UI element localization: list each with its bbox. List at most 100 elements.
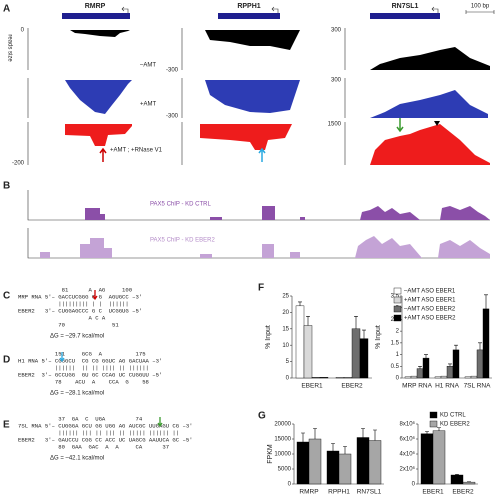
error-bar — [361, 428, 365, 438]
legend-swatch — [429, 420, 438, 428]
bar — [338, 453, 352, 485]
error-bar — [478, 342, 482, 350]
legend-swatch — [393, 296, 402, 304]
y-tick-label: 1.5 — [391, 340, 400, 346]
duplex-line: MRP RNA 5'– GACCUCGGG C G AGUGCC –3' — [18, 293, 142, 300]
bar — [482, 308, 490, 379]
legend-label: KD CTRL — [440, 413, 466, 419]
legend-swatch — [429, 411, 438, 419]
chip-label: PAX5 ChIP - KD EBER2 — [150, 238, 215, 244]
bar — [416, 368, 424, 379]
legend-label: +AMT ASO EBER2 — [404, 316, 456, 322]
y-tick-label: 0 — [288, 482, 292, 488]
bar — [476, 349, 484, 379]
y-tick-label: 1 — [396, 352, 400, 358]
y-axis-title: % Input — [375, 325, 382, 349]
duplex-line: EBER2 3'– CUGGAGCCC G C UCGGUG –5' — [18, 307, 142, 314]
y-tick-label: 15 — [282, 326, 289, 332]
y-tick-label: 0 — [396, 376, 400, 382]
error-bar — [362, 329, 366, 339]
track-tick: -200 — [12, 161, 25, 167]
bar — [432, 430, 446, 485]
chip-track — [40, 236, 490, 258]
bar — [420, 433, 434, 485]
y-tick-label: 4x10⁶ — [400, 451, 416, 458]
error-bar — [418, 365, 422, 369]
error-bar — [448, 363, 452, 367]
y-tick-label: 0.5 — [391, 364, 400, 370]
axis-title: reads size — [6, 34, 12, 62]
duplex-line: 7SL RNA 5'– CUGGGA GCU GG UGG AG AUCGC U… — [18, 422, 193, 429]
condition-label: –AMT — [140, 63, 156, 69]
delta-g: ΔG = –29.7 kcal/mol — [50, 334, 104, 340]
error-bar — [301, 432, 305, 442]
bar — [295, 305, 305, 379]
gene-label: RMRP — [85, 3, 106, 10]
bar — [434, 376, 442, 379]
bar — [311, 377, 321, 379]
bar — [343, 377, 353, 379]
x-tick-label: RMRP — [299, 489, 318, 496]
legend-label: KD EBER2 — [440, 422, 470, 428]
chip-axes — [27, 190, 490, 259]
gene-label: RPPH1 — [237, 3, 260, 10]
error-bar — [424, 354, 428, 359]
error-bar — [437, 427, 441, 431]
duplex-line: ||||||||| | | |||||| — [18, 300, 129, 307]
panel-label: E — [3, 420, 10, 431]
y-tick-label: 10000 — [274, 452, 291, 458]
error-bar — [455, 473, 459, 475]
error-bar — [373, 429, 377, 441]
error-bar — [354, 316, 358, 329]
y-axis-title: FPKM — [267, 444, 274, 464]
duplex-line: |||||| || || |||| || |||||| — [18, 364, 149, 371]
y-tick-label: 0 — [286, 376, 290, 382]
annotation-arrows — [99, 118, 440, 162]
panel-label: F — [258, 283, 264, 294]
legend-swatch — [393, 287, 402, 295]
y-tick-label: 2 — [396, 329, 400, 335]
bar — [308, 438, 322, 485]
legend-swatch — [393, 314, 402, 322]
duplex-line: 37 GA C UGA 74 — [18, 415, 143, 422]
bar — [351, 328, 361, 379]
bar — [356, 437, 370, 485]
delta-g: ΔG = –42.1 kcal/mol — [50, 456, 104, 462]
bar — [462, 481, 476, 485]
chip-label: PAX5 ChIP - KD CTRL — [150, 202, 211, 208]
track-tick: -300 — [166, 114, 179, 120]
bar — [335, 377, 345, 379]
duplex-line: |||||| ||| || ||| || ||||| |||||| || — [18, 429, 179, 436]
bar — [303, 325, 313, 379]
condition-label: +AMT — [140, 102, 157, 108]
coverage-tracks — [65, 30, 490, 165]
y-tick-label: 3.5 — [391, 294, 400, 300]
error-bar — [331, 443, 335, 451]
track-tick: 300 — [331, 78, 342, 84]
y-tick-label: 20 — [282, 310, 289, 316]
bar — [359, 338, 369, 379]
x-tick-label: MRP RNA — [402, 383, 433, 390]
y-tick-label: 10 — [282, 343, 289, 349]
gene-arrows — [121, 6, 439, 13]
bar — [470, 375, 478, 379]
legend-label: +AMT ASO EBER1 — [404, 298, 456, 304]
duplex-arrows — [59, 290, 163, 428]
duplex-line: H1 RNA 5'– CGGGCU CG CG GGUC AG GACUAA –… — [18, 357, 162, 364]
panel-label: B — [3, 181, 10, 192]
bar — [446, 366, 454, 379]
panel-label: A — [3, 4, 10, 15]
duplex-line: EBER2 3'– GAUCCU CGG CC ACC UC UAGCG AAU… — [18, 436, 193, 443]
delta-g: ΔG = –28.1 kcal/mol — [50, 391, 104, 397]
bar — [404, 376, 412, 379]
x-tick-label: RN7SL1 — [357, 489, 382, 496]
error-bar — [298, 301, 302, 306]
y-tick-label: 5 — [286, 359, 290, 365]
panel-label: D — [3, 355, 10, 366]
gene-bars — [62, 13, 440, 19]
bar — [452, 349, 460, 379]
bar — [296, 441, 310, 485]
y-tick-label: 5000 — [278, 467, 292, 473]
